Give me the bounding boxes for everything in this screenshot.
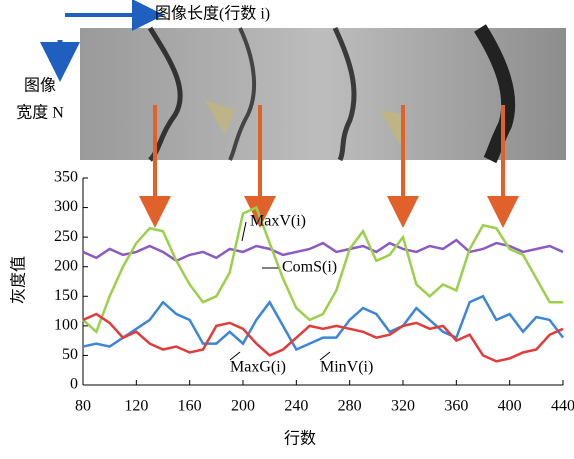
series-label: MinV(i) (320, 359, 373, 376)
x-tick-label: 320 (391, 398, 415, 415)
x-axis-label: 行数 (284, 430, 316, 448)
page: {"chart_data":{"type":"line", "image_len… (0, 0, 574, 459)
image-strip (80, 28, 566, 160)
y-tick-label: 150 (54, 287, 78, 304)
y-tick-label: 300 (54, 198, 78, 215)
series-label: MaxV(i) (250, 213, 306, 230)
y-axis-label: 灰度值 (10, 256, 28, 304)
series-line (83, 296, 563, 349)
series-label: ComS(i) (282, 259, 337, 276)
x-tick-label: 440 (551, 398, 574, 415)
x-tick-label: 400 (498, 398, 522, 415)
y-tick-label: 250 (54, 228, 78, 245)
x-tick-label: 280 (338, 398, 362, 415)
x-tick-label: 240 (284, 398, 308, 415)
y-tick-label: 100 (54, 317, 78, 334)
image-length-label: 图像长度(行数 i) (155, 5, 270, 23)
image-width-label: 宽度 N (16, 104, 64, 122)
x-tick-label: 200 (231, 398, 255, 415)
y-tick-label: 200 (54, 257, 78, 274)
y-tick-label: 0 (70, 376, 78, 393)
x-tick-label: 160 (178, 398, 202, 415)
chart: 图像长度(行数 i) 图像 宽度 N 行数 灰度值 0 50 100 150 200 25… (0, 0, 574, 459)
y-tick-label: 350 (54, 169, 78, 186)
x-tick-label: 80 (75, 398, 91, 415)
x-tick-label: 120 (124, 398, 148, 415)
x-tick-label: 360 (444, 398, 468, 415)
series-label: MaxG(i) (230, 359, 286, 376)
annotation-leader (242, 222, 246, 241)
image-width-label: 图像 (24, 77, 56, 95)
y-tick-label: 50 (62, 346, 78, 363)
